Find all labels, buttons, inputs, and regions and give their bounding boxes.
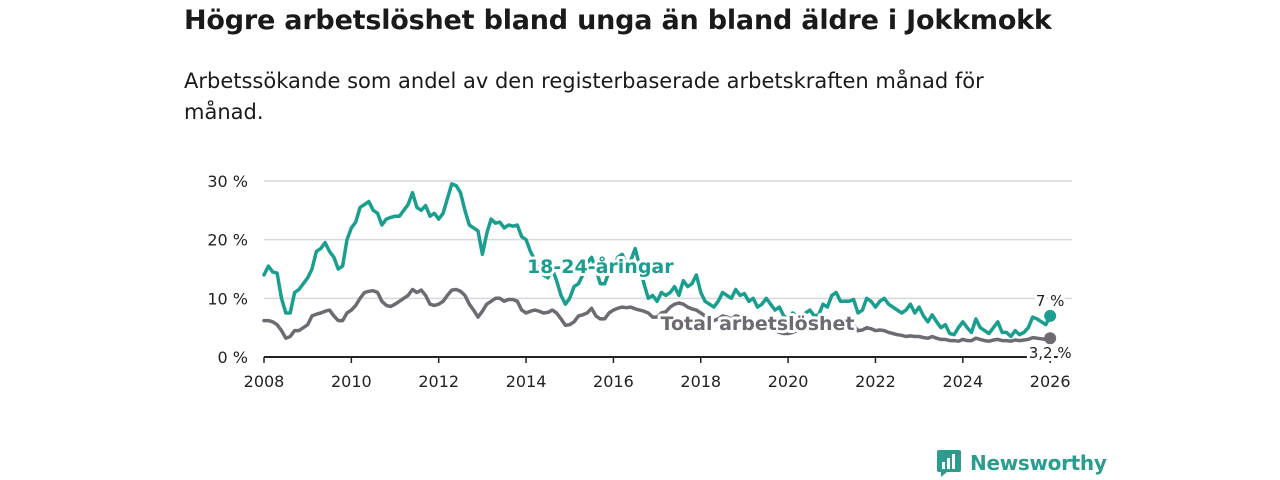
end-value-label-youth-halo: 7 %: [1036, 292, 1065, 310]
x-tick-label: 2012: [418, 372, 459, 391]
gridlines: [264, 180, 1072, 300]
series-lines: [262, 182, 1057, 345]
end-value-label-total: 3,2 %3,2 %: [1026, 341, 1075, 365]
x-tick-label: 2008: [244, 372, 285, 391]
y-tick-label: 0 %: [218, 348, 248, 367]
x-tick-label: 2020: [768, 372, 809, 391]
end-value-label-youth: 7 %7 %: [1033, 289, 1068, 313]
series-label-youth-halo: 18-24-åringar: [527, 254, 674, 278]
end-value-label-total-text: 3,2 %: [1029, 344, 1072, 362]
brand-name: Newsworthy: [970, 451, 1107, 475]
chart-title: Högre arbetslöshet bland unga än bland ä…: [184, 5, 1052, 36]
series-label-total-halo: Total arbetslöshet: [661, 313, 855, 335]
y-tick-label: 20 %: [207, 231, 248, 250]
end-value-label-youth-text: 7 %: [1036, 292, 1065, 310]
series-end-point: [1044, 309, 1057, 322]
x-axis: [263, 356, 1072, 363]
x-tick-label: 2024: [942, 372, 983, 391]
series-end-point: [1044, 332, 1057, 345]
x-tick-label: 2010: [331, 372, 372, 391]
y-tick-label: 30 %: [207, 172, 248, 191]
x-tick-label: 2014: [506, 372, 547, 391]
y-tick-label: 10 %: [207, 289, 248, 308]
series-line: [262, 287, 1052, 343]
x-tick-label: 2026: [1030, 372, 1071, 391]
x-tick-label: 2016: [593, 372, 634, 391]
x-tick-label: 2022: [855, 372, 896, 391]
series-line: [262, 182, 1052, 339]
x-tick-label: 2018: [680, 372, 721, 391]
brand-logo: Newsworthy: [936, 448, 1107, 478]
chart-subtitle: Arbetssökande som andel av den registerb…: [184, 69, 984, 124]
series-label-youth-text: 18-24-åringar: [527, 254, 674, 278]
x-axis-tick-labels: 2008 2010 2012 2014 2016 2018 2020 2022 2024 2026: [244, 372, 1071, 391]
series-label-total-text: Total arbetslöshet: [661, 313, 855, 335]
bar-chart-icon: [937, 450, 961, 477]
y-axis-tick-labels: 0 % 10 % 20 % 30 %: [207, 172, 248, 367]
line-chart: 0 % 10 % 20 % 30 % 2008 2010 2012 2014 2016 2018…: [207, 172, 1075, 391]
end-value-label-total-halo: 3,2 %: [1029, 344, 1072, 362]
